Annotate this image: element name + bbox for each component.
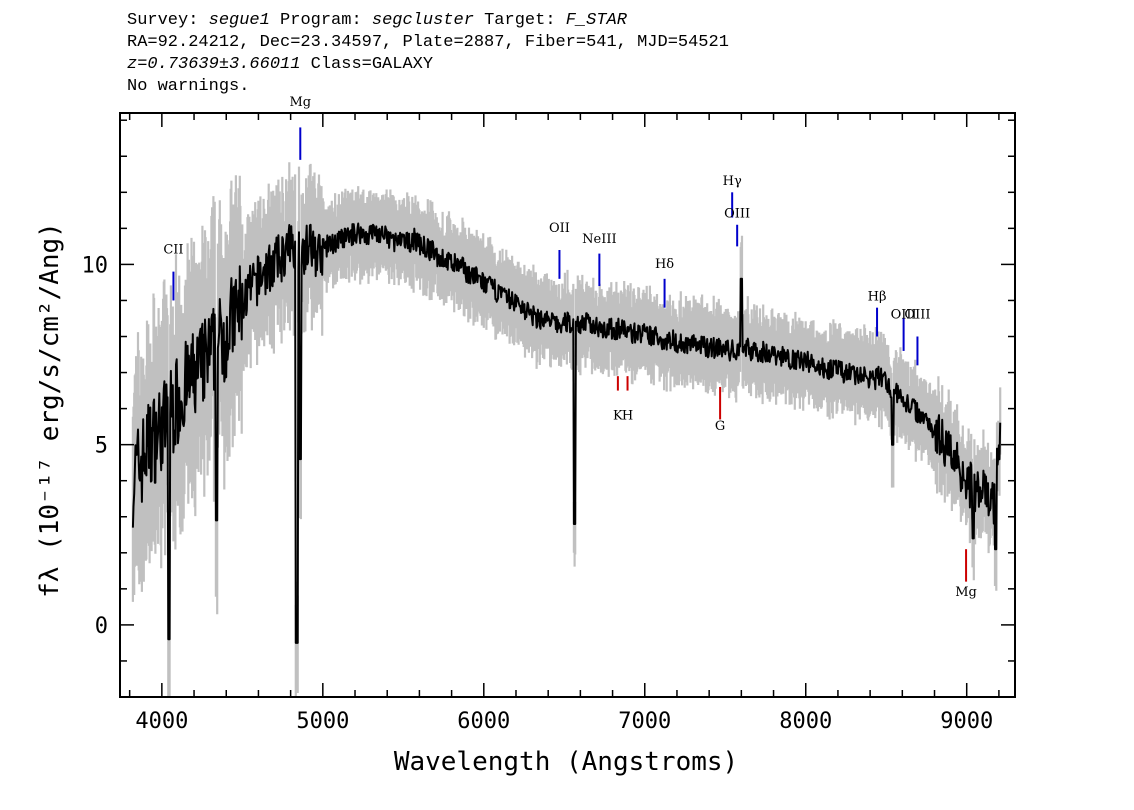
header-line-survey: Survey: segue1 Program: segcluster Targe… xyxy=(127,10,729,32)
program-value: segcluster xyxy=(371,11,474,30)
header-line-coordinates: RA=92.24212, Dec=23.34597, Plate=2887, F… xyxy=(127,33,729,52)
line-label-mg: Mg xyxy=(289,95,311,110)
flux-series-line xyxy=(131,222,1002,644)
line-label-oiii: OIII xyxy=(904,307,930,322)
class-value: Class=GALAXY xyxy=(300,55,434,74)
header-line-redshift: z=0.73639±3.66011 Class=GALAXY xyxy=(127,54,729,76)
x-tick-label: 8000 xyxy=(779,709,832,734)
survey-label: Survey: xyxy=(127,11,209,30)
line-label-g: G xyxy=(715,419,725,434)
error-band xyxy=(131,162,1002,697)
error-band-layer xyxy=(131,162,1002,697)
program-label: Program: xyxy=(269,11,372,30)
spectrum-header: Survey: segue1 Program: segcluster Targe… xyxy=(127,10,729,98)
line-label-oiii: OIII xyxy=(724,207,750,222)
x-tick-label: 9000 xyxy=(940,709,993,734)
y-axis-title: fλ (10⁻¹⁷ erg/s/cm²/Ang) xyxy=(35,222,65,598)
x-tick-label: 4000 xyxy=(135,709,188,734)
redshift-value: z=0.73639±3.66011 xyxy=(127,55,301,74)
line-label-hγ: Hγ xyxy=(723,174,742,189)
x-axis-title: Wavelength (Angstroms) xyxy=(394,747,738,777)
line-label-h: H xyxy=(622,408,633,423)
line-label-hδ: Hδ xyxy=(655,257,674,272)
flux-layer xyxy=(131,222,1002,644)
line-label-cii: CII xyxy=(163,243,183,258)
line-label-hβ: Hβ xyxy=(868,289,887,304)
line-label-oiii: OIII xyxy=(891,307,917,322)
plot-frame xyxy=(119,112,1016,698)
survey-value: segue1 xyxy=(208,11,270,30)
line-label-k: K xyxy=(613,408,623,423)
y-tick-label: 5 xyxy=(95,434,108,459)
header-line-warnings: No warnings. xyxy=(127,77,250,96)
target-value: F_STAR xyxy=(565,11,627,30)
x-tick-label: 7000 xyxy=(618,709,671,734)
y-tick-label: 10 xyxy=(82,253,109,278)
x-tick-label: 5000 xyxy=(296,709,349,734)
plot-frame-layer: 4000 5000 6000 7000 8000 9000 0 5 10 xyxy=(82,112,1016,734)
x-tick-label: 6000 xyxy=(457,709,510,734)
target-label: Target: xyxy=(473,11,566,30)
line-label-oii: OII xyxy=(549,221,570,236)
y-tick-label: 0 xyxy=(95,614,108,639)
line-label-neiii: NeIII xyxy=(582,232,616,247)
line-label-mg: Mg xyxy=(955,585,977,600)
